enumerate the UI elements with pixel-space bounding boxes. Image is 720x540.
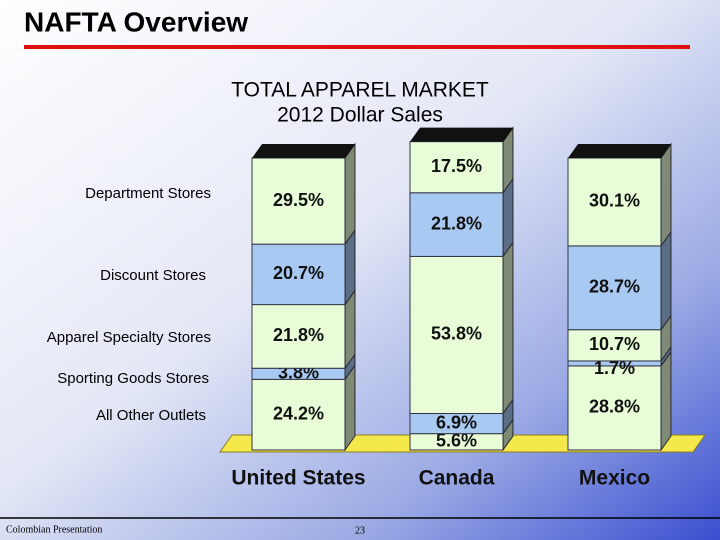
data-label: 30.1% [589,191,640,211]
data-label: 6.9% [436,412,477,432]
data-label: 29.5% [273,190,324,210]
bar-segment [409,141,504,194]
bar-side-shade [503,242,513,414]
bar-top [252,144,355,159]
chart-title: TOTAL APPAREL MARKET [231,79,489,102]
data-label: 28.7% [589,277,640,297]
data-label: 20.7% [273,263,324,283]
data-label: 1.7% [594,358,635,378]
bar-side-shade [345,230,355,305]
data-label: 53.8% [431,324,482,344]
data-label: 28.8% [589,397,640,417]
bar-side-shade [661,144,671,246]
footer-text: Colombian Presentation [6,524,102,535]
bar-side-shade [345,290,355,369]
data-label: 21.8% [273,325,324,345]
data-label: 10.7% [589,334,640,354]
bar-segment [251,304,346,369]
legend-label: Discount Stores [100,267,206,284]
x-tick-label: United States [231,467,365,490]
legend-label: Apparel Specialty Stores [47,329,211,346]
slide-title: NAFTA Overview [24,6,248,37]
x-tick-label: Canada [419,467,495,490]
bar-side-shade [661,351,671,450]
data-label: 24.2% [273,403,324,423]
bar-top [410,127,513,142]
title-rule [24,45,690,49]
legend-label: Sporting Goods Stores [57,370,209,387]
bar-segment [567,157,662,247]
bar-side-shade [503,127,513,193]
bar-side-shade [503,419,513,450]
bar-side-shade [661,346,671,366]
bar-side-shade [345,144,355,245]
bar-segment [567,329,662,362]
legend-label: All Other Outlets [96,407,206,424]
bar-side-shade [503,399,513,434]
bar-top [568,144,671,159]
bar-segment [409,255,504,415]
data-label: 17.5% [431,156,482,176]
x-tick-label: Mexico [579,467,650,490]
bar-segment [251,243,346,306]
chart-subtitle: 2012 Dollar Sales [277,104,443,127]
bar-segment [251,157,346,245]
page-number: 23 [355,525,365,536]
bar-side-shade [661,231,671,330]
legend-label: Department Stores [85,185,211,202]
bar-side-shade [345,354,355,380]
bar-side-shade [503,178,513,257]
data-label: 21.8% [431,213,482,233]
bar-side-shade [345,365,355,450]
data-label: 5.6% [436,431,477,451]
